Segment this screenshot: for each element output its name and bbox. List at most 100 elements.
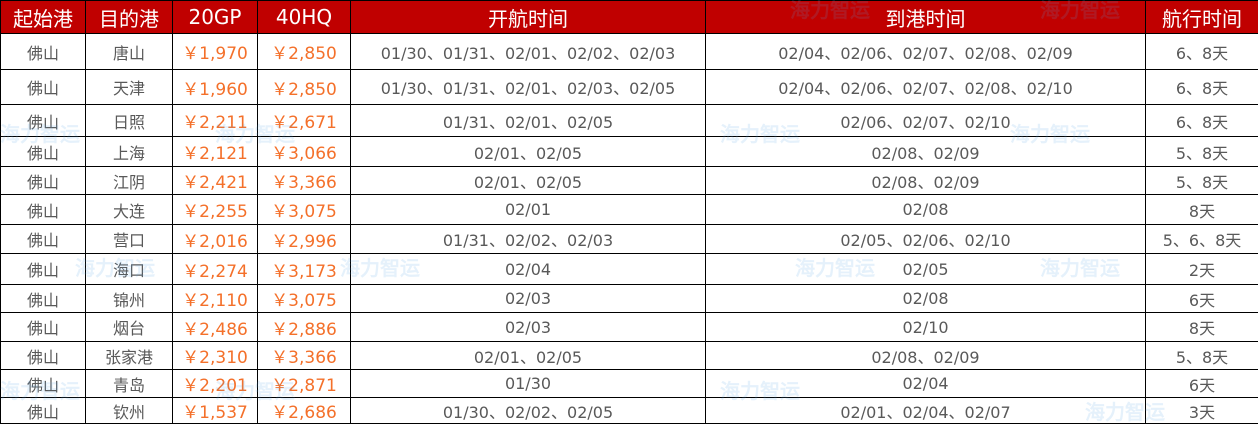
cell-price-40hq: ￥3,366 — [258, 167, 351, 195]
header-destination-port: 目的港 — [86, 1, 173, 34]
cell-destination-port: 上海 — [86, 137, 173, 167]
cell-origin-port: 佛山 — [1, 167, 86, 195]
header-price-20gp: 20GP — [173, 1, 258, 34]
cell-price-20gp: ￥2,016 — [173, 225, 258, 254]
cell-destination-port: 青岛 — [86, 370, 173, 398]
header-price-40hq: 40HQ — [258, 1, 351, 34]
cell-destination-port: 烟台 — [86, 313, 173, 342]
cell-origin-port: 佛山 — [1, 34, 86, 70]
cell-arrival-dates: 02/08 — [706, 285, 1146, 313]
cell-arrival-dates: 02/08 — [706, 195, 1146, 225]
cell-price-20gp: ￥2,201 — [173, 370, 258, 398]
cell-origin-port: 佛山 — [1, 137, 86, 167]
cell-departure-dates: 02/03 — [351, 313, 706, 342]
cell-arrival-dates: 02/08、02/09 — [706, 167, 1146, 195]
cell-price-20gp: ￥2,310 — [173, 342, 258, 370]
cell-departure-dates: 01/31、02/02、02/03 — [351, 225, 706, 254]
cell-price-40hq: ￥3,366 — [258, 342, 351, 370]
header-departure-dates: 开航时间 — [351, 1, 706, 34]
cell-destination-port: 张家港 — [86, 342, 173, 370]
cell-origin-port: 佛山 — [1, 225, 86, 254]
cell-price-40hq: ￥2,996 — [258, 225, 351, 254]
cell-arrival-dates: 02/05 — [706, 254, 1146, 285]
cell-transit-time: 5、8天 — [1146, 137, 1258, 167]
cell-transit-time: 6、8天 — [1146, 105, 1258, 137]
cell-departure-dates: 01/30、01/31、02/01、02/02、02/03 — [351, 34, 706, 70]
cell-price-20gp: ￥2,486 — [173, 313, 258, 342]
cell-price-40hq: ￥3,066 — [258, 137, 351, 167]
cell-price-20gp: ￥2,255 — [173, 195, 258, 225]
cell-destination-port: 锦州 — [86, 285, 173, 313]
cell-price-20gp: ￥2,274 — [173, 254, 258, 285]
header-transit-time: 航行时间 — [1146, 1, 1258, 34]
header-arrival-dates: 到港时间 — [706, 1, 1146, 34]
cell-destination-port: 营口 — [86, 225, 173, 254]
cell-price-20gp: ￥2,211 — [173, 105, 258, 137]
cell-price-40hq: ￥3,075 — [258, 285, 351, 313]
cell-departure-dates: 02/04 — [351, 254, 706, 285]
cell-arrival-dates: 02/04、02/06、02/07、02/08、02/10 — [706, 70, 1146, 105]
cell-price-20gp: ￥1,970 — [173, 34, 258, 70]
cell-departure-dates: 01/30 — [351, 370, 706, 398]
cell-price-40hq: ￥3,173 — [258, 254, 351, 285]
cell-origin-port: 佛山 — [1, 70, 86, 105]
cell-arrival-dates: 02/04、02/06、02/07、02/08、02/09 — [706, 34, 1146, 70]
cell-destination-port: 江阴 — [86, 167, 173, 195]
cell-price-40hq: ￥2,671 — [258, 105, 351, 137]
cell-transit-time: 5、8天 — [1146, 167, 1258, 195]
cell-departure-dates: 02/01 — [351, 195, 706, 225]
cell-destination-port: 天津 — [86, 70, 173, 105]
cell-departure-dates: 02/01、02/05 — [351, 137, 706, 167]
cell-arrival-dates: 02/08、02/09 — [706, 342, 1146, 370]
cell-departure-dates: 02/03 — [351, 285, 706, 313]
cell-price-20gp: ￥2,121 — [173, 137, 258, 167]
cell-destination-port: 日照 — [86, 105, 173, 137]
cell-arrival-dates: 02/08、02/09 — [706, 137, 1146, 167]
cell-departure-dates: 01/31、02/01、02/05 — [351, 105, 706, 137]
cell-price-40hq: ￥2,850 — [258, 34, 351, 70]
cell-destination-port: 唐山 — [86, 34, 173, 70]
cell-departure-dates: 02/01、02/05 — [351, 342, 706, 370]
cell-destination-port: 海口 — [86, 254, 173, 285]
cell-price-40hq: ￥2,850 — [258, 70, 351, 105]
cell-arrival-dates: 02/04 — [706, 370, 1146, 398]
cell-transit-time: 5、6、8天 — [1146, 225, 1258, 254]
cell-arrival-dates: 02/10 — [706, 313, 1146, 342]
cell-destination-port: 大连 — [86, 195, 173, 225]
cell-origin-port: 佛山 — [1, 195, 86, 225]
cell-price-40hq: ￥2,886 — [258, 313, 351, 342]
cell-price-20gp: ￥2,421 — [173, 167, 258, 195]
cell-origin-port: 佛山 — [1, 370, 86, 398]
cell-price-20gp: ￥1,960 — [173, 70, 258, 105]
cell-transit-time: 8天 — [1146, 313, 1258, 342]
cell-price-40hq: ￥2,871 — [258, 370, 351, 398]
cell-price-40hq: ￥3,075 — [258, 195, 351, 225]
cell-transit-time: 6、8天 — [1146, 34, 1258, 70]
cell-departure-dates: 01/30、01/31、02/01、02/03、02/05 — [351, 70, 706, 105]
cell-origin-port: 佛山 — [1, 313, 86, 342]
cell-transit-time: 6、8天 — [1146, 70, 1258, 105]
cell-arrival-dates: 02/05、02/06、02/10 — [706, 225, 1146, 254]
cell-arrival-dates: 02/06、02/07、02/10 — [706, 105, 1146, 137]
cell-origin-port: 佛山 — [1, 105, 86, 137]
header-origin-port: 起始港 — [1, 1, 86, 34]
cell-origin-port: 佛山 — [1, 342, 86, 370]
cell-transit-time: 5、8天 — [1146, 342, 1258, 370]
cell-origin-port: 佛山 — [1, 254, 86, 285]
cell-departure-dates: 02/01、02/05 — [351, 167, 706, 195]
cell-transit-time: 6天 — [1146, 370, 1258, 398]
